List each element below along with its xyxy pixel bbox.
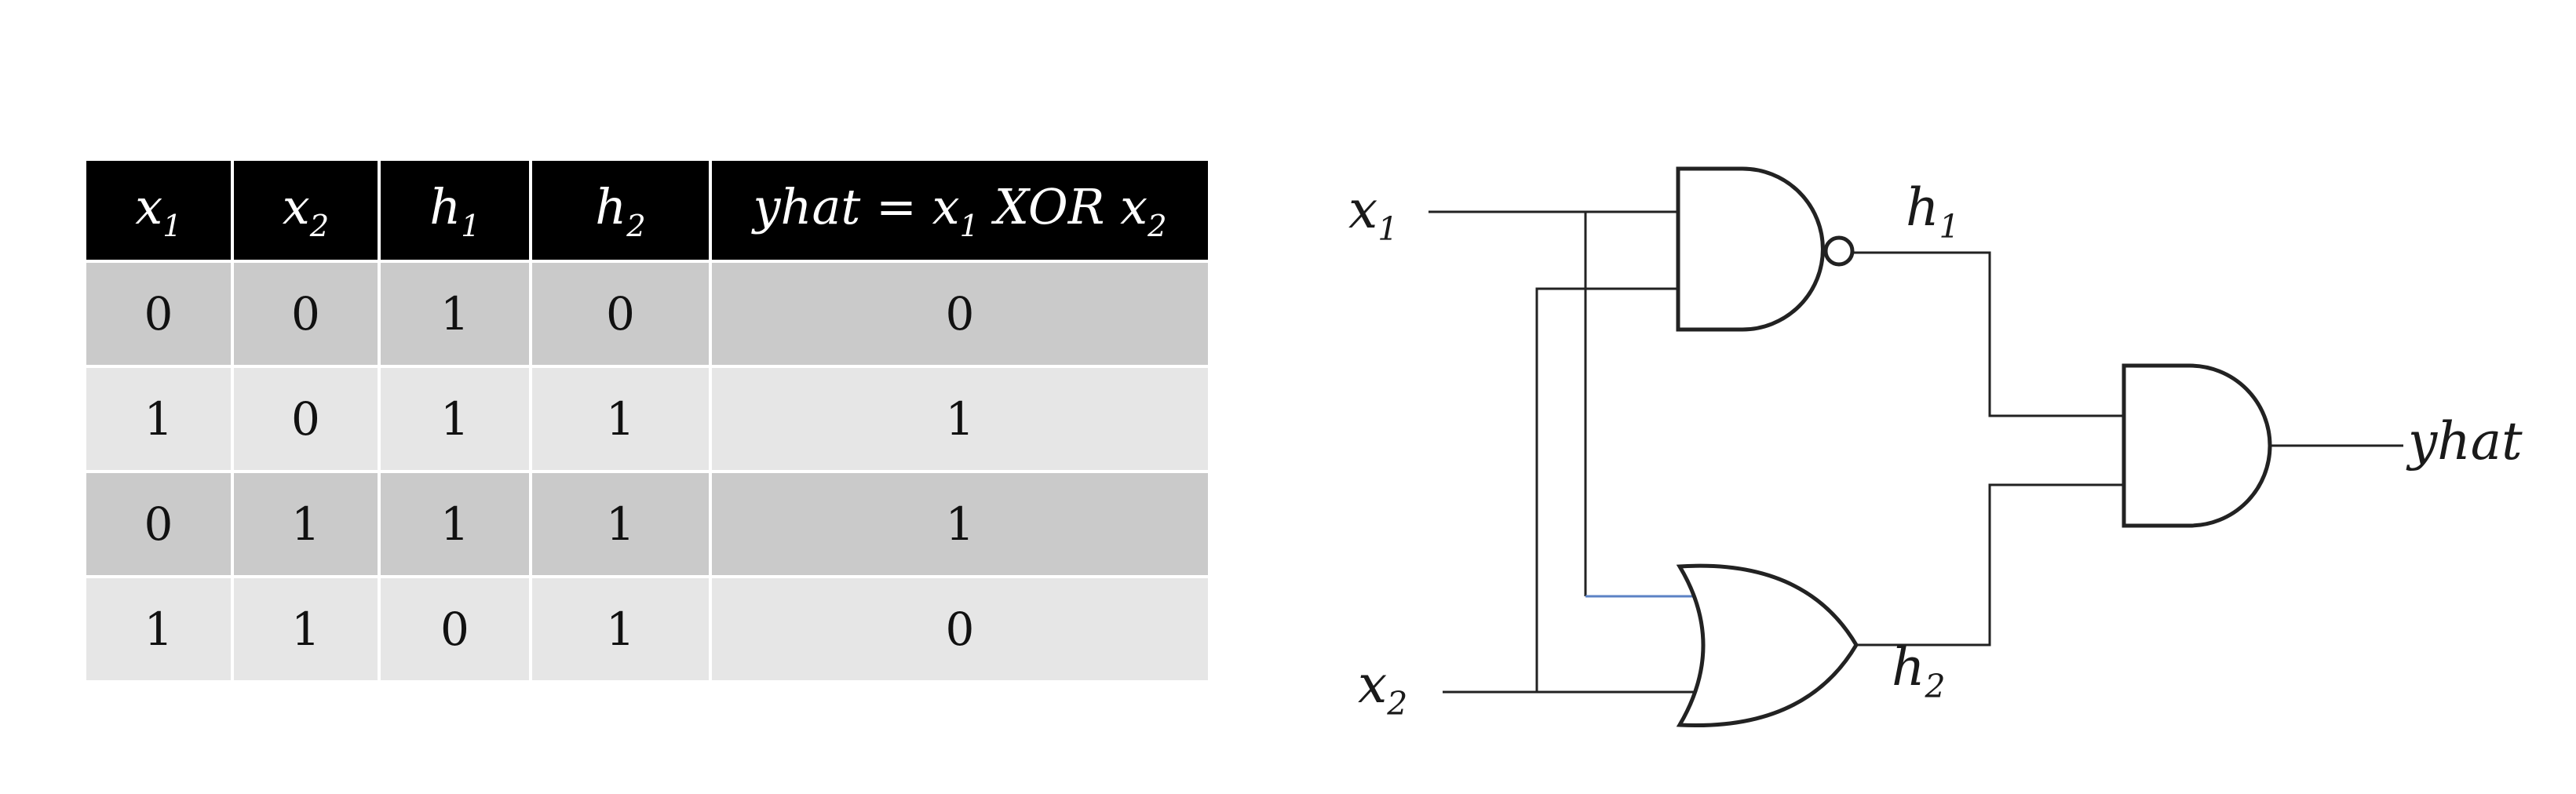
- table-row: 0 1 1 1 1: [86, 473, 1208, 578]
- table-cell: 1: [532, 473, 712, 578]
- and-gate: [2122, 363, 2272, 528]
- header-x2: x2: [234, 161, 381, 263]
- header-x1: x1: [86, 161, 234, 263]
- hidden-label-h1: h1: [1906, 177, 1960, 246]
- table-cell: 1: [712, 473, 1208, 578]
- table-row: 1 1 0 1 0: [86, 578, 1208, 680]
- table-cell: 0: [712, 263, 1208, 368]
- table-row: 0 0 1 0 0: [86, 263, 1208, 368]
- output-label-yhat: yhat: [2408, 411, 2523, 472]
- table-cell: 0: [532, 263, 712, 368]
- table-cell: 1: [86, 368, 234, 473]
- nand-gate: [1676, 166, 1825, 332]
- table-cell: 1: [234, 578, 381, 680]
- table-cell: 1: [712, 368, 1208, 473]
- nand-bubble: [1823, 235, 1855, 267]
- table-cell: 1: [381, 473, 532, 578]
- header-yhat-xor: yhat = x1 XOR x2: [712, 161, 1208, 263]
- or-gate: [1676, 563, 1859, 728]
- table-cell: 0: [86, 263, 234, 368]
- table-cell: 0: [234, 263, 381, 368]
- wire-h1-to-and: [1854, 251, 2124, 417]
- table-cell: 1: [381, 263, 532, 368]
- input-label-x2: x2: [1358, 654, 1408, 723]
- truth-table: x1 x2 h1 h2 yhat = x1 XOR x2 0 0 1 0 0 1…: [86, 161, 1208, 680]
- table-cell: 1: [532, 368, 712, 473]
- table-cell: 1: [381, 368, 532, 473]
- wire-h2-to-and: [1856, 483, 2124, 646]
- header-h2: h2: [532, 161, 712, 263]
- table-row: 1 0 1 1 1: [86, 368, 1208, 473]
- table-header-row: x1 x2 h1 h2 yhat = x1 XOR x2: [86, 161, 1208, 263]
- hidden-label-h2: h2: [1892, 637, 1946, 706]
- table-cell: 0: [712, 578, 1208, 680]
- input-label-x1: x1: [1348, 180, 1399, 249]
- table-cell: 1: [86, 578, 234, 680]
- table-cell: 1: [234, 473, 381, 578]
- table-cell: 0: [381, 578, 532, 680]
- header-h1: h1: [381, 161, 532, 263]
- table-cell: 0: [234, 368, 381, 473]
- wire-x2-to-nand: [1535, 287, 1678, 692]
- table-cell: 1: [532, 578, 712, 680]
- table-cell: 0: [86, 473, 234, 578]
